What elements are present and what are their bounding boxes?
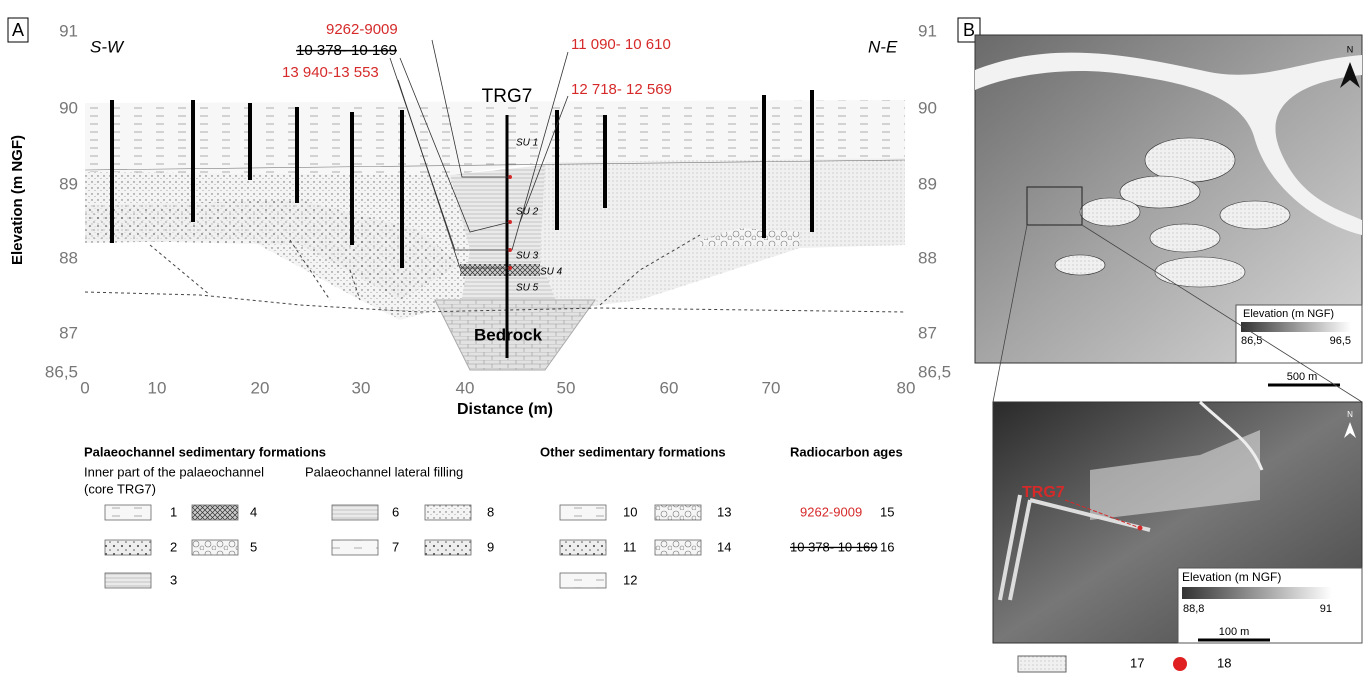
y-tick-label: 91 xyxy=(59,21,78,40)
legend-item: 11 xyxy=(623,539,637,554)
legend-sample: 9262-9009 xyxy=(800,504,862,519)
y-tick-label: 87 xyxy=(918,323,937,342)
legend-item: 1 xyxy=(170,504,177,519)
y-axis-right: 91 90 89 88 87 86,5 xyxy=(918,21,951,381)
map-legend-max: 96,5 xyxy=(1330,335,1351,347)
date-label: 11 090- 10 610 xyxy=(571,36,671,53)
legend-item: 7 xyxy=(392,539,399,554)
legend-item: 18 xyxy=(1217,655,1231,670)
x-tick-label: 0 xyxy=(80,378,89,397)
legend-item: 15 xyxy=(880,504,894,519)
x-tick-label: 70 xyxy=(762,378,781,397)
legend: Palaeochannel sedimentary formations Inn… xyxy=(84,444,903,589)
y-tick-label: 86,5 xyxy=(45,362,78,381)
legend-item: 6 xyxy=(392,504,399,519)
y-axis-title: Elevation (m NGF) xyxy=(9,135,26,265)
legend-item: 3 xyxy=(170,572,177,587)
y-tick-label: 89 xyxy=(918,174,937,193)
inset-legend-title: Elevation (m NGF) xyxy=(1182,570,1281,584)
unit-label: SU 2 xyxy=(516,207,539,218)
legend-subtitle: Palaeochannel lateral filling xyxy=(305,464,463,479)
legend-item: 14 xyxy=(717,539,731,554)
legend-item: 13 xyxy=(717,504,731,519)
date-label: 12 718- 12 569 xyxy=(571,81,672,98)
inset-legend-min: 88,8 xyxy=(1183,603,1204,615)
panel-label-box xyxy=(957,17,981,43)
x-axis-title: Distance (m) xyxy=(457,401,553,418)
map-legend-title: Elevation (m NGF) xyxy=(1243,308,1334,320)
legend-item: 9 xyxy=(487,539,494,554)
panel-label: A xyxy=(12,20,24,40)
units: SU 1 SU 2 SU 3 SU 4 SU 5 xyxy=(516,138,563,294)
zoom-lines xyxy=(992,224,1363,403)
dates: 9262-9009 10 378- 10 169 13 940-13 553 1… xyxy=(282,21,672,98)
x-tick-label: 60 xyxy=(660,378,679,397)
x-axis: 0 10 20 30 40 50 60 70 80 xyxy=(80,378,915,397)
unit-label: SU 4 xyxy=(540,267,563,278)
legend-item: 4 xyxy=(250,504,257,519)
legend-item: 2 xyxy=(170,539,177,554)
legend-item: 16 xyxy=(880,539,894,554)
leader-lines xyxy=(389,39,569,269)
inset-scale-label: 100 m xyxy=(1219,626,1250,638)
x-tick-label: 30 xyxy=(352,378,371,397)
inset-legend-max: 91 xyxy=(1320,603,1332,615)
x-tick-label: 40 xyxy=(456,378,475,397)
north-label: N xyxy=(1347,44,1354,54)
legend-item: 5 xyxy=(250,539,257,554)
direction: S-W xyxy=(90,37,125,56)
legend-dot xyxy=(1173,657,1187,671)
legend-swatches xyxy=(104,504,702,589)
y-tick-label: 88 xyxy=(918,248,937,267)
scale-label: 500 m xyxy=(1287,371,1318,383)
legend-title: Palaeochannel sedimentary formations xyxy=(84,444,326,459)
legend-sample: 10 378- 10 169 xyxy=(790,539,877,554)
y-tick-label: 88 xyxy=(59,248,78,267)
legend-title: Radiocarbon ages xyxy=(790,444,903,459)
legend-item: 17 xyxy=(1130,655,1144,670)
panel-label: B xyxy=(963,20,975,40)
legend-item: 8 xyxy=(487,504,494,519)
inset-map: TRG7 N Elevation (m NGF) 88,8 91 100 m xyxy=(992,400,1363,644)
unit-label: SU 3 xyxy=(516,251,539,262)
map-legend-min: 86,5 xyxy=(1241,335,1262,347)
inset-core-label: TRG7 xyxy=(1022,484,1065,501)
legend-subtitle: (core TRG7) xyxy=(84,481,156,496)
date-label: 13 940-13 553 xyxy=(282,64,379,81)
x-tick-label: 20 xyxy=(251,378,270,397)
y-tick-label: 90 xyxy=(918,98,937,117)
x-tick-label: 50 xyxy=(557,378,576,397)
panel-label-box xyxy=(7,17,29,43)
y-tick-label: 86,5 xyxy=(918,362,951,381)
unit-label: SU 5 xyxy=(516,283,539,294)
y-tick-label: 91 xyxy=(918,21,937,40)
map: N Elevation (m NGF) 86,5 96,5 xyxy=(974,34,1363,364)
y-tick-label: 89 xyxy=(59,174,78,193)
core-label: TRG7 xyxy=(482,86,533,107)
x-tick-label: 10 xyxy=(148,378,167,397)
boreholes xyxy=(110,90,814,268)
legend-item: 10 xyxy=(623,504,637,519)
north-label: N xyxy=(1347,410,1353,419)
unit-label: SU 1 xyxy=(516,138,538,149)
x-tick-label: 80 xyxy=(897,378,916,397)
y-tick-label: 90 xyxy=(59,98,78,117)
y-axis-left: 91 90 89 88 87 86,5 xyxy=(45,21,78,381)
date-label: 10 378- 10 169 xyxy=(296,42,397,59)
bedrock-label: Bedrock xyxy=(474,325,543,344)
legend-title: Other sedimentary formations xyxy=(540,444,726,459)
y-tick-label: 87 xyxy=(59,323,78,342)
legend-item: 12 xyxy=(623,572,637,587)
legend-swatch xyxy=(1017,655,1067,673)
date-label: 9262-9009 xyxy=(326,21,398,38)
direction: N-E xyxy=(868,37,898,56)
legend-subtitle: Inner part of the palaeochannel xyxy=(84,464,264,479)
